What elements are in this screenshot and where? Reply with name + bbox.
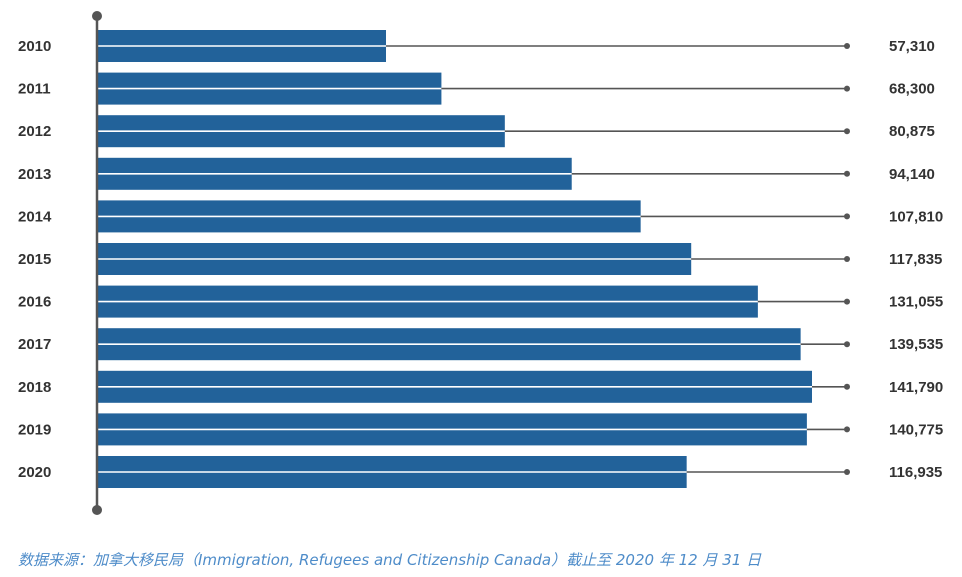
value-label-2015: 117,835 bbox=[889, 251, 942, 268]
y-axis-top-cap bbox=[92, 11, 102, 21]
year-label-2011: 2011 bbox=[18, 81, 51, 98]
source-note: 数据来源：加拿大移民局（Immigration, Refugees and Ci… bbox=[18, 551, 762, 569]
leader-dot-2019 bbox=[844, 426, 850, 433]
leader-dot-2018 bbox=[844, 383, 850, 390]
labels-layer: 2010 57,310 2011 68,300 2012 80,875 2013 94,140… bbox=[18, 38, 943, 481]
leader-dot-2010 bbox=[844, 43, 850, 49]
year-label-2015: 2015 bbox=[18, 251, 51, 268]
year-label-2012: 2012 bbox=[18, 123, 51, 140]
leader-dot-2011 bbox=[844, 85, 850, 92]
value-label-2012: 80,875 bbox=[889, 123, 935, 140]
leader-lines-layer bbox=[385, 43, 850, 475]
year-label-2017: 2017 bbox=[18, 336, 51, 353]
year-label-2016: 2016 bbox=[18, 294, 51, 311]
year-label-2018: 2018 bbox=[18, 379, 51, 396]
year-label-2014: 2014 bbox=[18, 208, 52, 225]
value-label-2016: 131,055 bbox=[889, 294, 943, 311]
value-label-2011: 68,300 bbox=[889, 81, 935, 98]
leader-dot-2020 bbox=[844, 469, 850, 475]
y-axis-bottom-cap bbox=[92, 505, 102, 515]
year-label-2010: 2010 bbox=[18, 38, 51, 55]
bars-layer bbox=[97, 30, 812, 488]
leader-dot-2016 bbox=[844, 298, 850, 305]
value-label-2018: 141,790 bbox=[889, 379, 943, 396]
value-label-2019: 140,775 bbox=[889, 421, 943, 438]
leader-dot-2014 bbox=[844, 213, 850, 220]
year-label-2020: 2020 bbox=[18, 464, 51, 481]
leader-dot-2012 bbox=[844, 128, 850, 135]
value-label-2020: 116,935 bbox=[889, 464, 942, 481]
leader-dot-2017 bbox=[844, 341, 850, 348]
value-label-2010: 57,310 bbox=[889, 38, 935, 55]
value-label-2017: 139,535 bbox=[889, 336, 943, 353]
value-label-2013: 94,140 bbox=[889, 166, 935, 183]
year-label-2013: 2013 bbox=[18, 166, 51, 183]
leader-dot-2013 bbox=[844, 170, 850, 177]
year-label-2019: 2019 bbox=[18, 421, 51, 438]
leader-dot-2015 bbox=[844, 256, 850, 262]
value-label-2014: 107,810 bbox=[889, 208, 943, 225]
